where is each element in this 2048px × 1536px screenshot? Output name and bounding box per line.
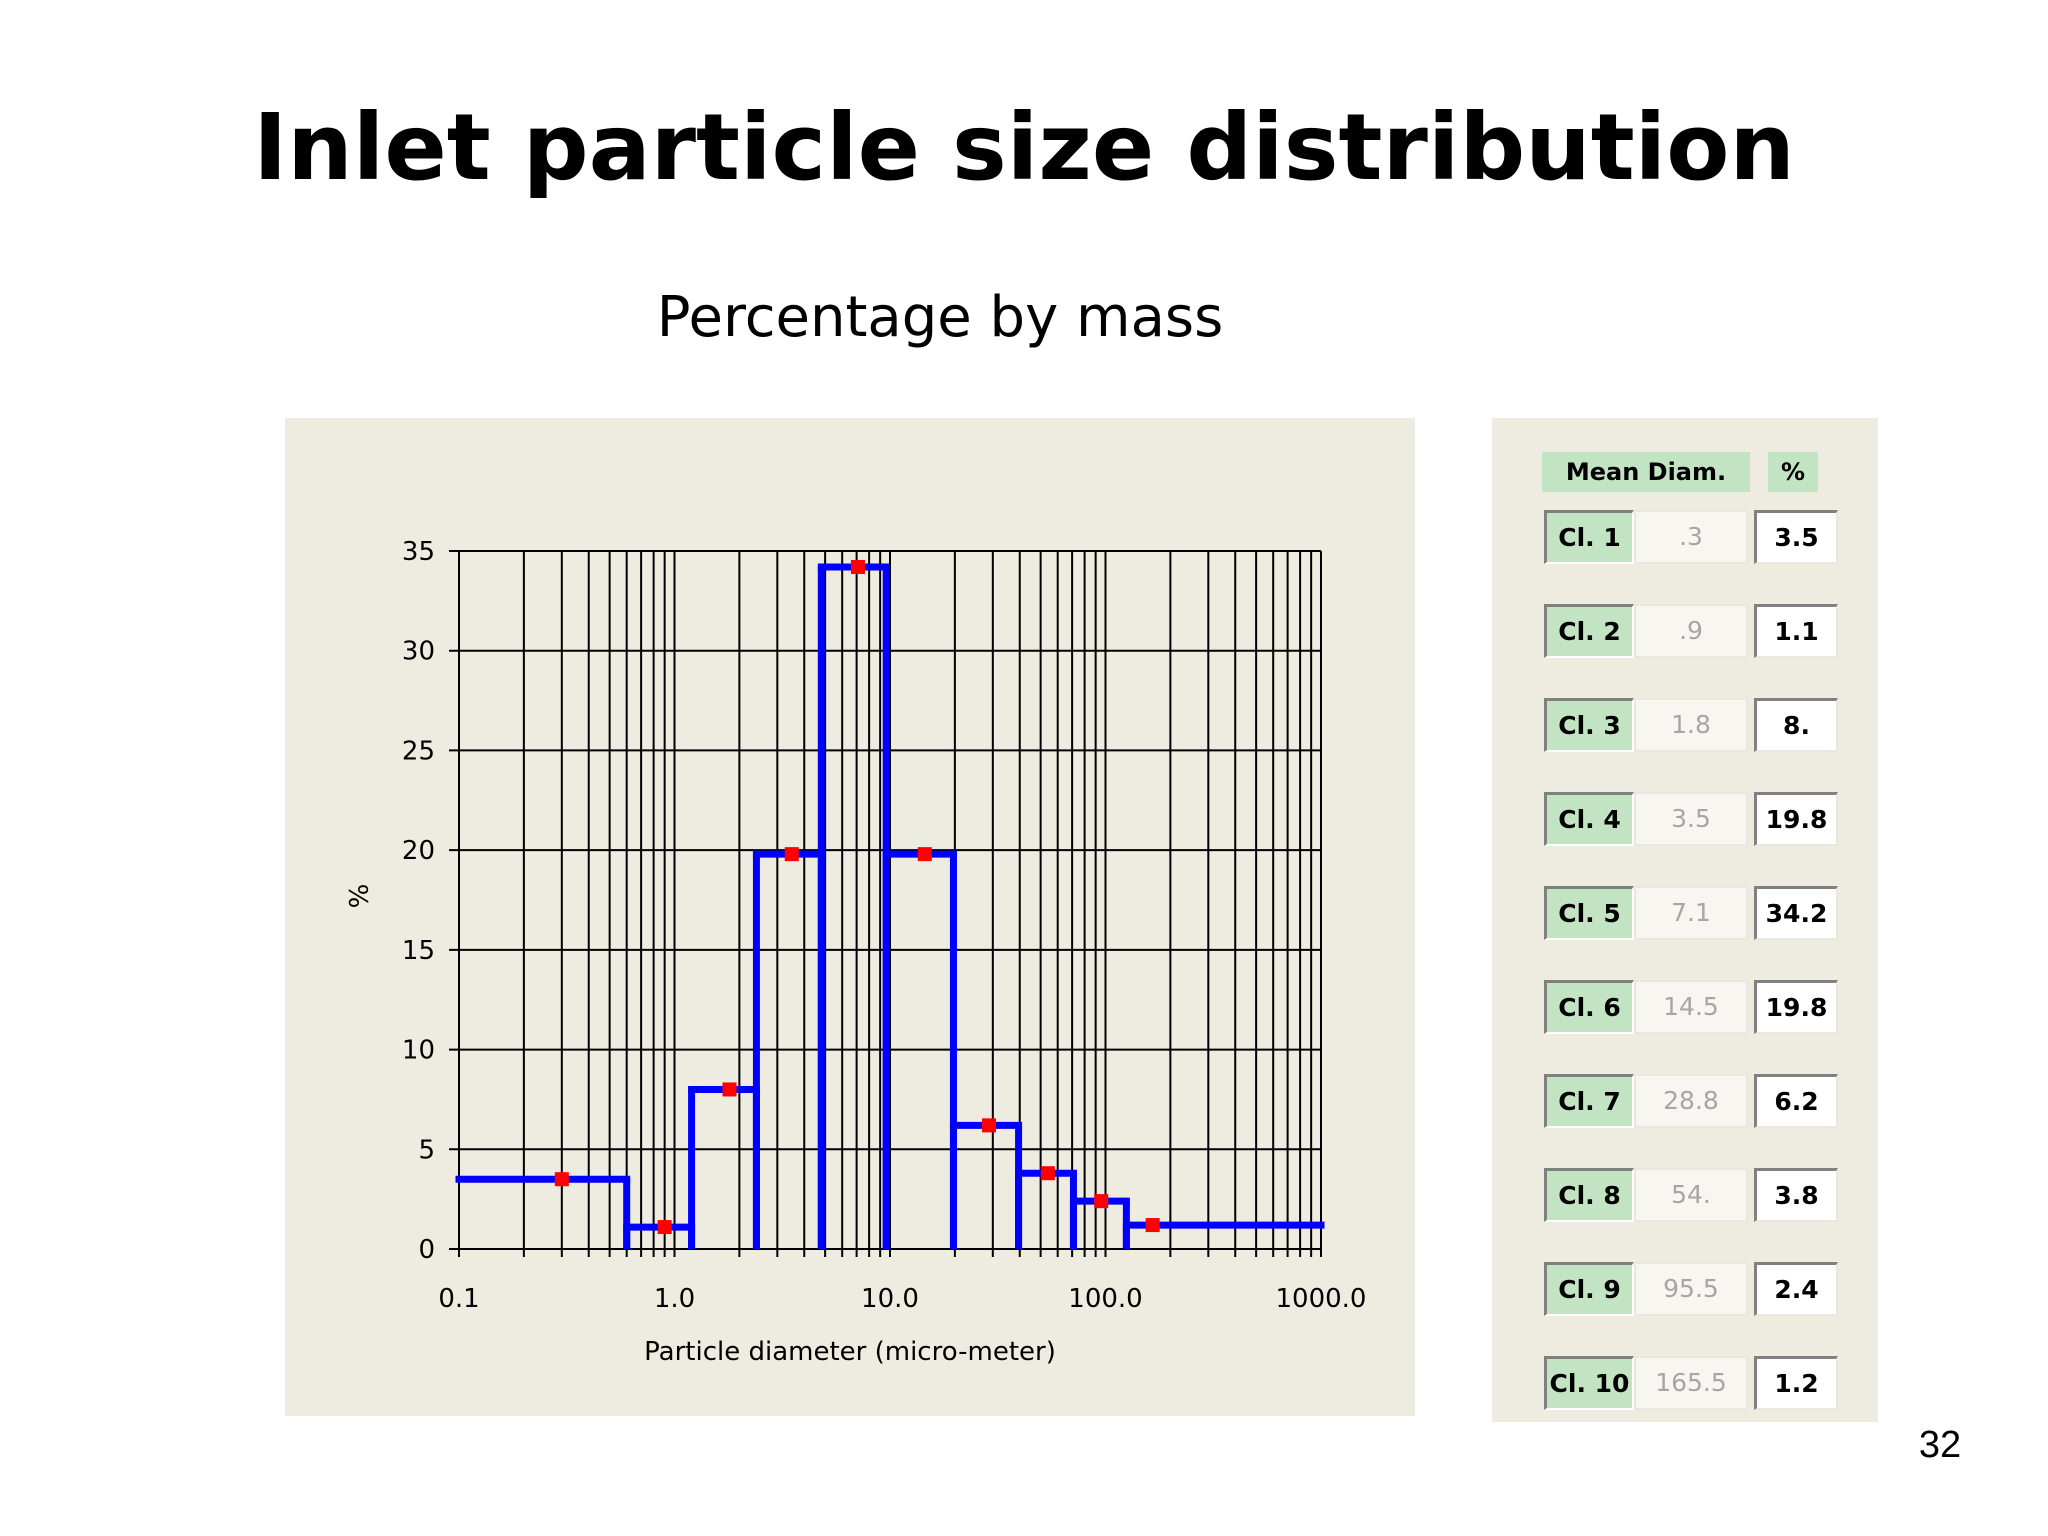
table-row: Cl. 5 7.1 34.2 xyxy=(1544,886,1838,940)
mean-diameter-field[interactable]: 14.5 xyxy=(1634,980,1748,1034)
class-label: Cl. 5 xyxy=(1544,886,1634,940)
y-tick-label: 15 xyxy=(402,936,435,966)
percent-field[interactable]: 8. xyxy=(1754,698,1838,752)
chart-subtitle: Percentage by mass xyxy=(656,285,1224,350)
x-axis-label: Particle diameter (micro-meter) xyxy=(644,1337,1056,1367)
class-label: Cl. 1 xyxy=(1544,510,1634,564)
data-points xyxy=(554,559,1160,1235)
table-row: Cl. 9 95.5 2.4 xyxy=(1544,1262,1838,1316)
table-row: Cl. 6 14.5 19.8 xyxy=(1544,980,1838,1034)
percent-field[interactable]: 3.5 xyxy=(1754,510,1838,564)
y-tick-label: 30 xyxy=(402,637,435,667)
mean-diameter-field[interactable]: .3 xyxy=(1634,510,1748,564)
class-label: Cl. 9 xyxy=(1544,1262,1634,1316)
mean-diameter-field[interactable]: 7.1 xyxy=(1634,886,1748,940)
page-title: Inlet particle size distribution xyxy=(253,94,1795,201)
y-tick-label: 20 xyxy=(402,836,435,866)
data-point xyxy=(850,559,865,574)
x-tick-label: 100.0 xyxy=(1068,1284,1142,1314)
data-point xyxy=(1094,1194,1109,1209)
y-axis-label: % xyxy=(345,884,375,909)
percent-field[interactable]: 2.4 xyxy=(1754,1262,1838,1316)
percent-field[interactable]: 19.8 xyxy=(1754,792,1838,846)
tick-labels: 0 5 10 15 20 25 30 35 0.1 1.0 10.0 100.0 1000.0 xyxy=(402,537,1367,1314)
table-row: Cl. 1.3 3.5 xyxy=(1544,510,1838,564)
mean-diameter-field[interactable]: .9 xyxy=(1634,604,1748,658)
size-class-table: Mean Diam. % Cl. 1.3 3.5 Cl. 2.9 1.1 Cl. 3 1.… xyxy=(1492,418,1878,1422)
data-point xyxy=(784,847,799,862)
mean-diameter-field[interactable]: 95.5 xyxy=(1634,1262,1748,1316)
table-row: Cl. 7 28.8 6.2 xyxy=(1544,1074,1838,1128)
class-label: Cl. 10 xyxy=(1544,1356,1634,1410)
mean-diameter-field[interactable]: 3.5 xyxy=(1634,792,1748,846)
header-percent: % xyxy=(1768,452,1818,492)
class-label: Cl. 3 xyxy=(1544,698,1634,752)
data-point xyxy=(1145,1218,1160,1233)
header-mean-diameter: Mean Diam. xyxy=(1542,452,1750,492)
data-point xyxy=(1040,1166,1055,1181)
page-number: 32 xyxy=(1918,1424,1962,1466)
chart-panel: 0 5 10 15 20 25 30 35 0.1 1.0 10.0 100.0 1000.0 Part… xyxy=(285,418,1415,1416)
x-tick-label: 1.0 xyxy=(654,1284,695,1314)
data-point xyxy=(917,847,932,862)
class-label: Cl. 6 xyxy=(1544,980,1634,1034)
y-tick-label: 10 xyxy=(402,1036,435,1066)
percent-field[interactable]: 3.8 xyxy=(1754,1168,1838,1222)
class-label: Cl. 8 xyxy=(1544,1168,1634,1222)
percent-field[interactable]: 1.2 xyxy=(1754,1356,1838,1410)
class-label: Cl. 2 xyxy=(1544,604,1634,658)
mean-diameter-field[interactable]: 28.8 xyxy=(1634,1074,1748,1128)
percent-field[interactable]: 34.2 xyxy=(1754,886,1838,940)
table-row: Cl. 2.9 1.1 xyxy=(1544,604,1838,658)
mean-diameter-field[interactable]: 165.5 xyxy=(1634,1356,1748,1410)
class-label: Cl. 4 xyxy=(1544,792,1634,846)
x-tick-label: 1000.0 xyxy=(1276,1284,1367,1314)
percent-field[interactable]: 19.8 xyxy=(1754,980,1838,1034)
data-point xyxy=(722,1082,737,1097)
y-tick-label: 35 xyxy=(402,537,435,567)
percent-field[interactable]: 6.2 xyxy=(1754,1074,1838,1128)
x-tick-label: 10.0 xyxy=(861,1284,919,1314)
histogram-chart: 0 5 10 15 20 25 30 35 0.1 1.0 10.0 100.0 1000.0 Part… xyxy=(345,537,1367,1367)
mean-diameter-field[interactable]: 1.8 xyxy=(1634,698,1748,752)
percent-field[interactable]: 1.1 xyxy=(1754,604,1838,658)
table-row: Cl. 4 3.5 19.8 xyxy=(1544,792,1838,846)
data-point xyxy=(554,1172,569,1187)
table-row: Cl. 8 54. 3.8 xyxy=(1544,1168,1838,1222)
y-tick-label: 0 xyxy=(418,1235,435,1265)
class-label: Cl. 7 xyxy=(1544,1074,1634,1128)
data-point xyxy=(657,1220,672,1235)
grid xyxy=(449,550,1322,1257)
table-row: Cl. 3 1.8 8. xyxy=(1544,698,1838,752)
table-row: Cl. 10 165.5 1.2 xyxy=(1544,1356,1838,1410)
mean-diameter-field[interactable]: 54. xyxy=(1634,1168,1748,1222)
y-tick-label: 5 xyxy=(418,1135,435,1165)
x-tick-label: 0.1 xyxy=(438,1284,479,1314)
y-tick-label: 25 xyxy=(402,736,435,766)
data-point xyxy=(981,1118,996,1133)
